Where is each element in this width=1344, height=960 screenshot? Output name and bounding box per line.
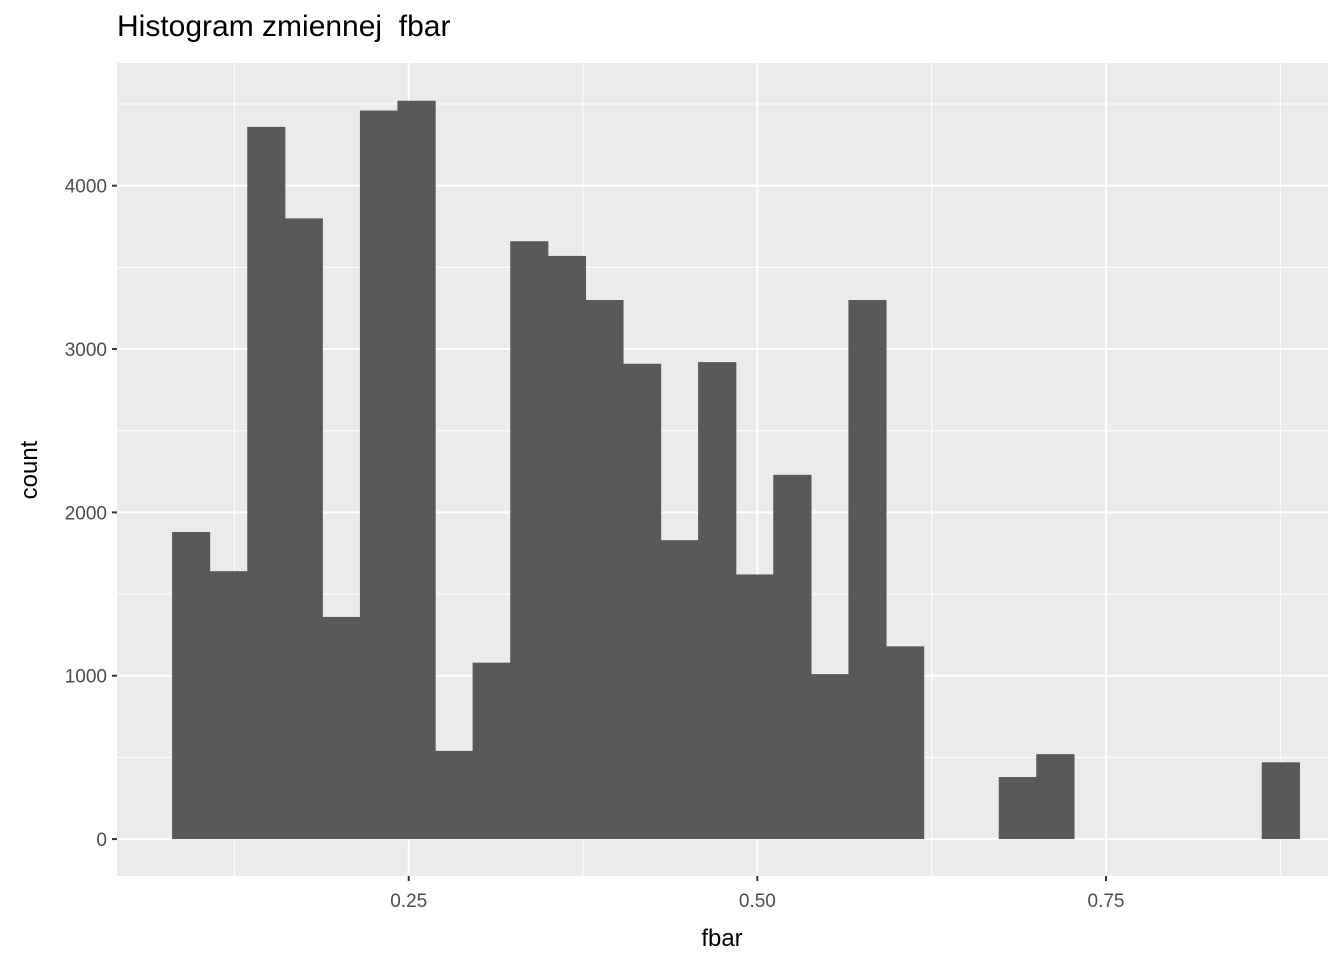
x-axis-title: fbar — [701, 925, 742, 952]
y-tick-label: 0 — [96, 830, 107, 851]
histogram-bar — [998, 777, 1037, 840]
histogram-bar — [848, 300, 887, 840]
y-tick-label: 1000 — [65, 667, 107, 688]
y-axis: 0 1000 2000 3000 4000 — [65, 177, 117, 851]
chart-title: Histogram zmiennej fbar — [117, 10, 451, 43]
x-tick-label: 0.75 — [1088, 891, 1125, 912]
histogram-bar — [472, 662, 511, 840]
histogram-bar — [547, 255, 587, 840]
histogram-bar — [322, 616, 361, 840]
histogram-bars — [172, 100, 1301, 840]
histogram-bar — [359, 110, 399, 840]
histogram-bar — [1261, 762, 1301, 840]
histogram-bar — [247, 126, 286, 840]
histogram-bar — [1036, 754, 1075, 840]
histogram-bar — [622, 363, 662, 840]
histogram-bar — [284, 218, 323, 840]
histogram-bar — [209, 571, 248, 840]
y-axis-title: count — [16, 440, 43, 499]
histogram-bar — [397, 100, 436, 840]
histogram-bar — [885, 646, 925, 840]
histogram-bar — [810, 674, 850, 840]
y-tick-label: 3000 — [65, 340, 107, 361]
x-tick-label: 0.50 — [739, 891, 776, 912]
histogram-bar — [510, 241, 549, 840]
y-tick-label: 4000 — [65, 177, 107, 198]
histogram-bar — [735, 574, 774, 840]
histogram-bar — [172, 531, 211, 840]
histogram-bar — [773, 474, 812, 840]
histogram-bar — [698, 362, 737, 840]
x-tick-label: 0.25 — [390, 891, 427, 912]
histogram-bar — [660, 540, 699, 840]
y-tick-label: 2000 — [65, 503, 107, 524]
histogram-bar — [435, 750, 474, 840]
x-axis: 0.25 0.50 0.75 — [390, 876, 1124, 912]
histogram-bar — [585, 300, 624, 840]
